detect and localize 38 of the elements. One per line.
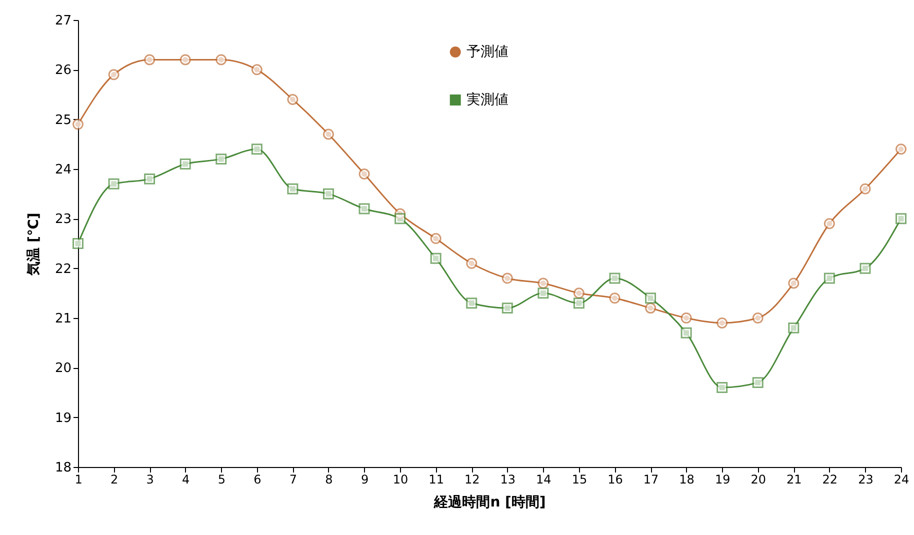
x-tick-label: 9 <box>360 472 369 486</box>
legend-label: 予測値 <box>466 44 508 60</box>
x-tick-label: 6 <box>254 472 262 486</box>
y-tick-label: 25 <box>54 112 72 128</box>
y-tick-label: 24 <box>54 162 72 178</box>
x-tick-label: 7 <box>289 472 298 486</box>
x-tick-label: 13 <box>500 472 516 486</box>
x-tick-label: 5 <box>218 472 226 486</box>
x-tick-label: 4 <box>182 472 190 486</box>
y-tick-label: 20 <box>54 361 72 376</box>
x-tick-label: 23 <box>858 472 874 486</box>
x-tick-label: 14 <box>536 472 552 486</box>
x-tick-label: 18 <box>679 472 694 486</box>
y-axis-title: 気温 [℃] <box>26 212 42 276</box>
x-tick-label: 15 <box>572 472 588 486</box>
y-tick-label: 23 <box>54 212 72 228</box>
x-tick-label: 19 <box>714 472 730 486</box>
x-axis-title: 経過時間n [時間] <box>433 494 546 510</box>
x-tick-label: 11 <box>428 472 444 486</box>
x-tick-label: 2 <box>110 472 118 486</box>
y-tick-label: 18 <box>54 460 72 476</box>
y-tick-label: 22 <box>54 262 72 277</box>
x-tick-label: 16 <box>608 472 623 486</box>
y-tick-label: 19 <box>54 410 72 426</box>
y-tick-label: 26 <box>54 63 72 78</box>
y-tick-label: 27 <box>54 14 72 28</box>
x-tick-label: 24 <box>894 472 910 486</box>
x-tick-label: 10 <box>392 472 408 486</box>
x-tick-label: 1 <box>74 472 82 486</box>
x-tick-label: 21 <box>786 472 802 486</box>
y-tick-label: 21 <box>54 312 72 326</box>
x-tick-label: 20 <box>750 472 766 486</box>
x-tick-label: 12 <box>464 472 480 486</box>
x-tick-label: 3 <box>146 472 154 486</box>
legend-label: 実測値 <box>466 92 508 108</box>
x-tick-label: 22 <box>822 472 838 486</box>
x-tick-label: 8 <box>325 472 333 486</box>
x-tick-label: 17 <box>643 472 659 486</box>
